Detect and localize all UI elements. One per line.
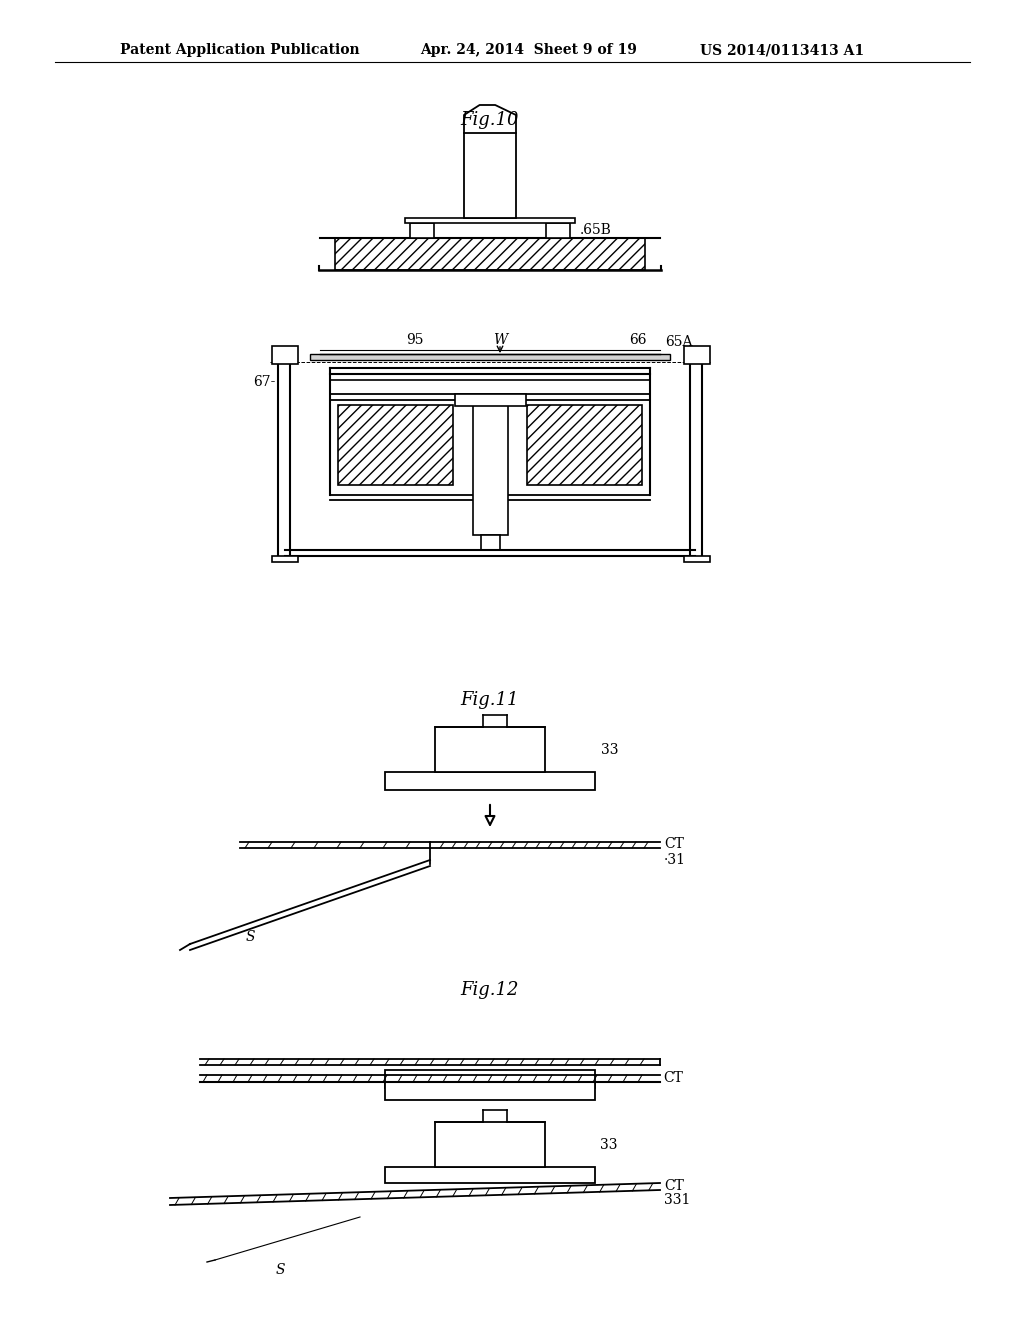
Bar (546, 223, 570, 238)
Text: Fig.12: Fig.12 (461, 981, 519, 999)
Text: 65A: 65A (665, 335, 692, 348)
Bar (272, 556, 298, 562)
Text: 67-: 67- (253, 375, 275, 389)
Bar (455, 393, 526, 407)
Text: CT: CT (664, 837, 684, 851)
Text: US 2014/0113413 A1: US 2014/0113413 A1 (700, 44, 864, 57)
Bar (435, 727, 545, 772)
Bar (272, 346, 298, 364)
Text: S: S (246, 931, 255, 944)
Bar (410, 223, 434, 238)
Bar (406, 218, 575, 223)
Bar (335, 238, 645, 271)
Bar (435, 1122, 545, 1167)
Bar (338, 405, 453, 484)
Bar (481, 535, 500, 550)
Bar (473, 400, 508, 535)
Bar (464, 133, 516, 218)
Text: S: S (275, 1263, 285, 1276)
Bar (527, 405, 642, 484)
Text: Fig.11: Fig.11 (461, 690, 519, 709)
Text: Fig.10: Fig.10 (461, 111, 519, 129)
Text: ·31: ·31 (664, 853, 686, 867)
Text: 95: 95 (407, 333, 424, 347)
Text: CT: CT (663, 1071, 683, 1085)
Text: 331: 331 (664, 1193, 690, 1206)
Bar (385, 1071, 595, 1088)
Text: 66: 66 (630, 333, 647, 347)
Text: Patent Application Publication: Patent Application Publication (120, 44, 359, 57)
Text: .65B: .65B (580, 223, 612, 238)
Bar (385, 1082, 595, 1100)
Bar (385, 1167, 595, 1183)
Text: W: W (493, 333, 507, 347)
Bar (684, 346, 710, 364)
Text: 33: 33 (600, 1138, 617, 1152)
Text: 33: 33 (601, 743, 618, 756)
Text: Apr. 24, 2014  Sheet 9 of 19: Apr. 24, 2014 Sheet 9 of 19 (420, 44, 637, 57)
Bar (684, 556, 710, 562)
Text: CT: CT (664, 1179, 684, 1193)
Bar (310, 354, 670, 360)
Bar (385, 772, 595, 789)
